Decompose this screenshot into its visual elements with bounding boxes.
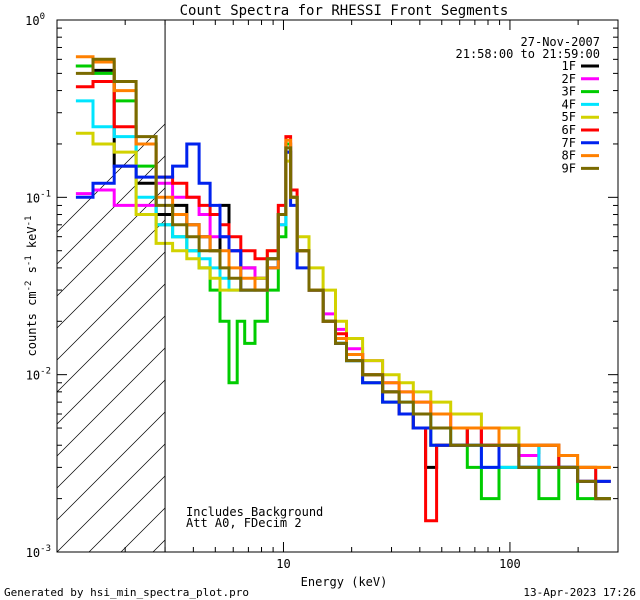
legend-label-9F: 9F — [562, 161, 576, 175]
chart-title: Count Spectra for RHESSI Front Segments — [180, 3, 509, 19]
hatch-line — [57, 155, 166, 265]
axes: 10 100 10-3 10-2 10-1 100 — [25, 12, 619, 571]
y-tick-label: 100 — [25, 12, 45, 28]
date-text: 27-Nov-2007 — [521, 35, 600, 49]
hatch-line — [57, 219, 166, 329]
legend-label-6F: 6F — [562, 123, 576, 137]
timestamp-text: 13-Apr-2023 17:26 — [523, 586, 636, 599]
legend-label-2F: 2F — [562, 72, 576, 86]
hatch-line — [57, 187, 166, 297]
x-axis-label: Energy (keV) — [301, 575, 388, 589]
legend-label-7F: 7F — [562, 136, 576, 150]
generated-by-text: Generated by hsi_min_spectra_plot.pro — [4, 586, 249, 599]
plot-frame — [56, 19, 619, 553]
y-tick-label: 10-1 — [26, 189, 51, 205]
y-tick-label: 10-2 — [26, 367, 51, 383]
x-tick-label: 100 — [499, 557, 521, 571]
y-tick-label: 10-3 — [26, 544, 51, 560]
legend-label-4F: 4F — [562, 97, 576, 111]
legend-label-8F: 8F — [562, 149, 576, 163]
series-group — [75, 55, 611, 523]
legend-label-1F: 1F — [562, 59, 576, 73]
y-axis-label: counts cm-2 s-1 keV-1 — [24, 216, 39, 357]
annotation-text: Att A0, FDecim 2 — [186, 516, 302, 530]
x-tick-label: 10 — [276, 557, 290, 571]
annotation-text: Includes Background — [186, 505, 323, 519]
time-range-text: 21:58:00 to 21:59:00 — [456, 47, 601, 61]
legend-label-5F: 5F — [562, 110, 576, 124]
series-line-5F — [75, 131, 611, 469]
series-line-9F — [75, 57, 611, 501]
legend-label-3F: 3F — [562, 85, 576, 99]
hatch-line — [57, 347, 166, 457]
hatch-line — [57, 443, 166, 552]
series-line-7F — [75, 142, 611, 483]
hatch-line — [57, 379, 166, 489]
hatch-line — [57, 411, 166, 521]
